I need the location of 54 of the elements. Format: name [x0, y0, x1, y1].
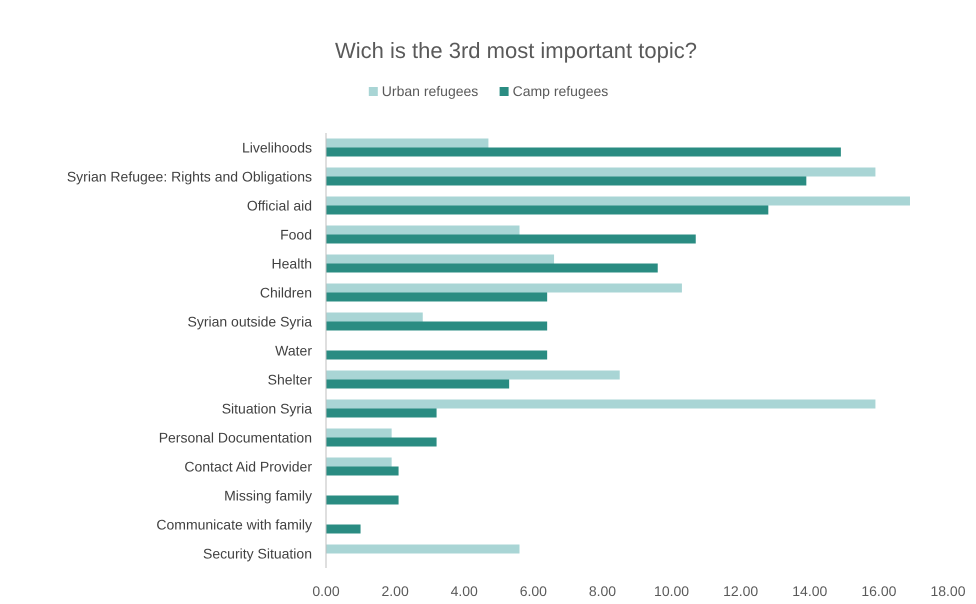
x-tick-label: 6.00 — [520, 583, 548, 599]
bar — [326, 350, 548, 360]
legend-label: Camp refugees — [512, 83, 608, 99]
bar — [326, 408, 437, 418]
bar — [326, 234, 696, 244]
y-tick-label: Syrian Refugee: Rights and Obligations — [66, 168, 312, 184]
x-tick-label: 18.00 — [930, 583, 966, 599]
bar — [326, 438, 437, 446]
bar — [326, 264, 658, 272]
y-tick-label: Communicate with family — [156, 516, 312, 532]
x-tick-label: 4.00 — [450, 583, 478, 599]
bar — [326, 496, 399, 504]
y-tick-label: Children — [260, 284, 312, 300]
chart-title: Wich is the 3rd most important topic? — [335, 38, 697, 63]
y-tick-label: Personal Documentation — [158, 430, 312, 446]
bar — [326, 168, 876, 176]
bar — [326, 544, 520, 554]
y-tick-label: Contact Aid Provider — [184, 458, 312, 474]
y-tick-label: Livelihoods — [242, 140, 312, 156]
bar — [326, 196, 910, 206]
bar — [326, 148, 841, 156]
x-tick-label: 14.00 — [792, 583, 828, 599]
y-tick-label: Missing family — [224, 488, 312, 504]
y-tick-label: Official aid — [246, 198, 312, 214]
y-tick-label: Water — [275, 342, 312, 358]
bar — [326, 400, 876, 408]
bar — [326, 428, 392, 438]
x-tick-label: 10.00 — [654, 583, 690, 599]
y-tick-label: Security Situation — [203, 546, 312, 562]
bar — [326, 312, 423, 322]
bar — [326, 322, 548, 330]
bar — [326, 138, 488, 148]
bar — [326, 370, 620, 380]
x-tick-label: 12.00 — [723, 583, 758, 599]
bar — [326, 284, 682, 292]
y-tick-label: Syrian outside Syria — [187, 314, 312, 330]
bar — [326, 292, 548, 302]
y-tick-label: Shelter — [268, 372, 312, 388]
x-tick-label: 8.00 — [588, 583, 616, 599]
bar — [326, 466, 399, 476]
legend-label: Urban refugees — [382, 83, 478, 99]
x-tick-label: 0.00 — [312, 583, 340, 599]
y-tick-label: Food — [280, 226, 312, 242]
bar — [326, 458, 392, 466]
bar — [326, 524, 361, 534]
y-tick-label: Health — [272, 256, 312, 272]
bar — [326, 206, 768, 214]
y-tick-label: Situation Syria — [222, 400, 312, 416]
x-tick-label: 2.00 — [381, 583, 409, 599]
bar — [326, 380, 510, 388]
x-tick-label: 16.00 — [861, 583, 897, 599]
bar — [326, 254, 554, 264]
bar — [326, 226, 520, 234]
bar — [326, 176, 806, 186]
